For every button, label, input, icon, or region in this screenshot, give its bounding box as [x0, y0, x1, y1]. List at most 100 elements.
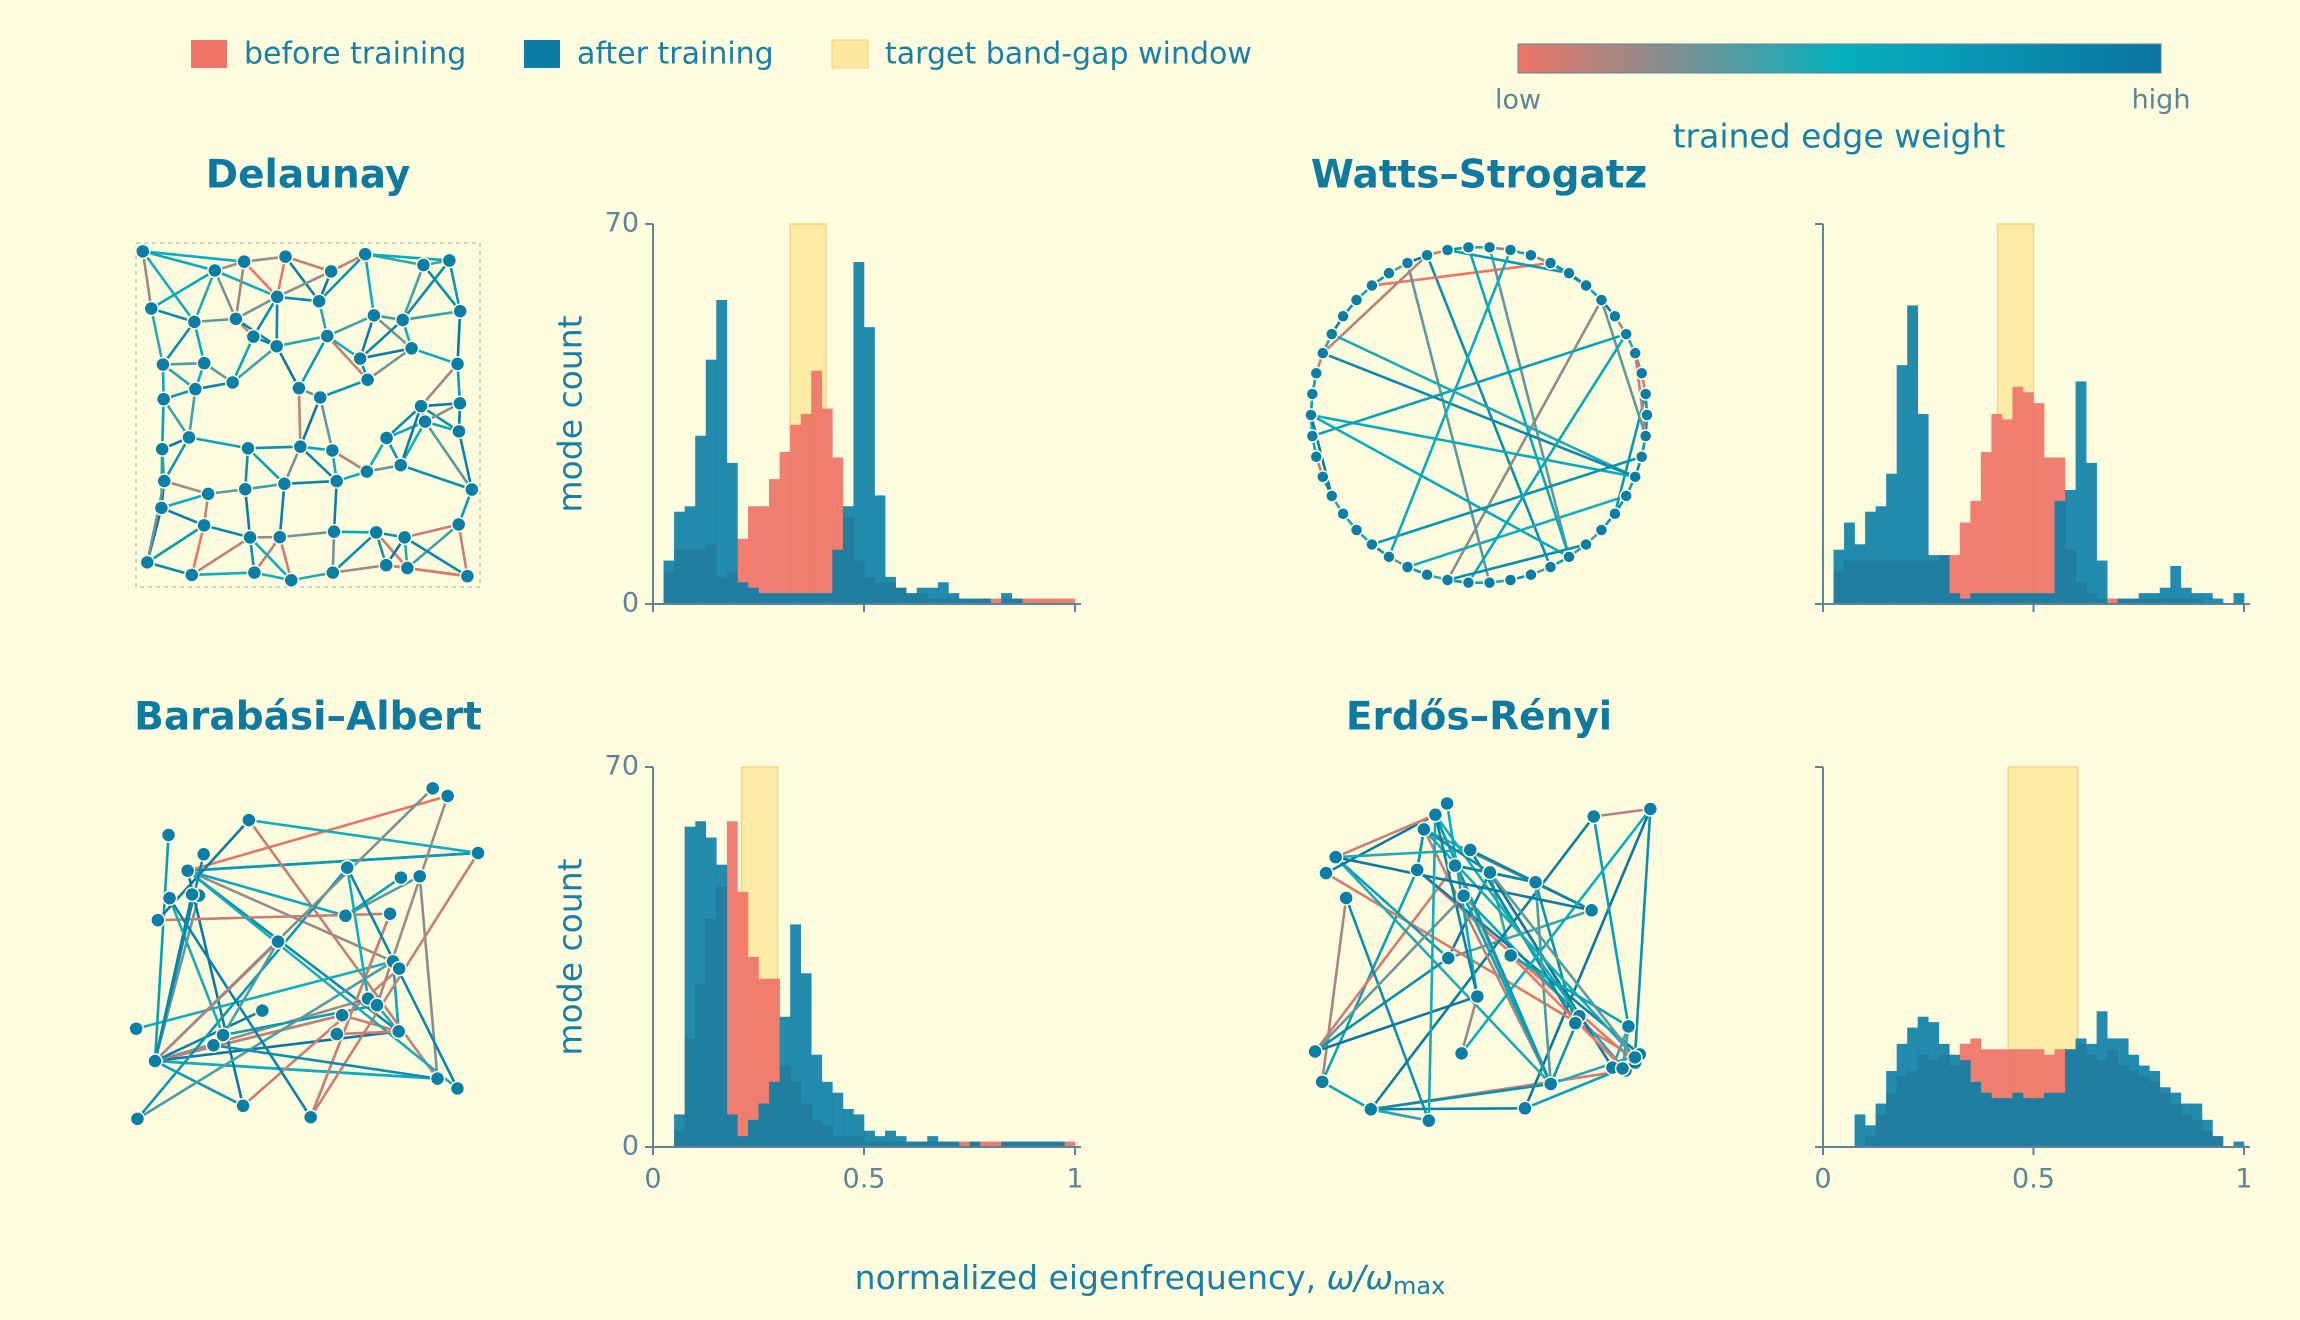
histogram-bar — [1032, 1141, 1044, 1147]
network-edge — [1509, 954, 1627, 1072]
network-edge — [284, 255, 321, 302]
histogram-bar — [895, 1136, 907, 1147]
histogram-bar — [2159, 587, 2171, 604]
network-edge — [326, 335, 369, 381]
network-node — [334, 1007, 350, 1024]
network-node — [324, 442, 341, 459]
histogram-bar — [885, 576, 896, 604]
network-node — [1628, 470, 1642, 484]
histogram-bar — [958, 1141, 970, 1147]
network-node — [1325, 489, 1339, 503]
histogram-bar — [2012, 386, 2024, 604]
network-node — [205, 1037, 222, 1054]
network-node — [196, 517, 212, 534]
network-node — [1634, 450, 1649, 464]
network-edge — [275, 345, 301, 389]
network-node — [368, 524, 384, 541]
network-edge — [331, 531, 378, 574]
network-node — [147, 1053, 163, 1069]
network-edge — [234, 261, 246, 320]
network-node — [1502, 947, 1519, 964]
network-edge — [243, 489, 252, 538]
histogram-bar — [2022, 392, 2034, 604]
network-node — [150, 912, 166, 928]
histogram-bar — [779, 452, 791, 604]
histogram-bar — [2159, 1087, 2171, 1147]
network-node — [268, 338, 285, 354]
network-node — [1336, 506, 1350, 521]
histogram-bar — [1970, 593, 1982, 604]
network-edge — [457, 431, 474, 490]
network-node — [155, 356, 171, 373]
histogram-bar — [937, 582, 949, 604]
network-node — [1527, 874, 1544, 891]
network-node — [1440, 950, 1457, 966]
network-node — [1314, 1074, 1330, 1090]
histogram-bar — [2201, 1119, 2213, 1147]
histogram-bar — [737, 582, 749, 604]
network-edge — [402, 309, 461, 322]
histogram-bar — [916, 587, 928, 604]
histogram-bar — [1875, 1103, 1887, 1147]
network-node — [382, 906, 398, 922]
network-edge — [326, 314, 375, 338]
network-edge — [332, 563, 387, 574]
histogram-bar — [2033, 593, 2045, 604]
network-node — [187, 381, 204, 397]
network-edge — [404, 523, 460, 539]
network-edge — [186, 869, 459, 1090]
network — [1307, 795, 1659, 1129]
network-edge — [154, 1059, 244, 1107]
network-node — [1579, 278, 1593, 293]
x-label-text: normalized eigenfrequency, — [855, 1258, 1327, 1297]
network-node — [179, 862, 196, 879]
network-node — [450, 516, 467, 533]
colorbar-high: high — [2132, 85, 2191, 116]
histogram-bar — [2022, 1098, 2034, 1147]
colorbar — [1517, 43, 2162, 74]
network-edge — [1488, 247, 1571, 558]
histogram-bar — [747, 957, 759, 1147]
histogram-bar — [2233, 1141, 2245, 1147]
histogram-bar — [779, 1016, 791, 1147]
network-edge — [163, 436, 191, 482]
histogram-bar — [2086, 462, 2097, 604]
histogram-bar — [2044, 593, 2055, 604]
histogram-bar — [1959, 1060, 1971, 1147]
histogram-bar — [2033, 403, 2045, 604]
network-node — [1325, 327, 1339, 341]
histogram-bar — [737, 1136, 749, 1147]
network-edge — [276, 270, 332, 298]
network-edge — [187, 794, 449, 872]
network-edge — [1633, 808, 1652, 1058]
histogram-bar — [2180, 587, 2192, 604]
network-edge — [406, 523, 460, 570]
histogram-bar — [832, 457, 844, 604]
network-edge — [344, 875, 421, 917]
network-node — [352, 350, 368, 367]
network-node — [1400, 256, 1415, 270]
network-edge — [418, 876, 439, 1079]
network-edge — [1387, 249, 1512, 558]
histogram-bar — [2044, 1092, 2055, 1147]
network-node — [1382, 550, 1396, 564]
network-edge — [154, 1013, 343, 1063]
x-axis-label: normalized eigenfrequency, ω/ωmax — [855, 1258, 1446, 1301]
network-node — [1543, 256, 1558, 270]
histogram-bar — [1064, 598, 1076, 604]
network-node — [1336, 309, 1350, 324]
histogram-bar — [842, 506, 854, 604]
network-edge — [150, 269, 216, 310]
network-edge — [1344, 897, 1431, 1122]
histogram-bar — [2012, 593, 2024, 604]
histogram-bar — [1022, 1141, 1034, 1147]
network-node — [1318, 865, 1334, 881]
network-node — [242, 529, 258, 546]
histogram-bar — [895, 587, 907, 604]
network-node — [413, 398, 429, 414]
network-node — [254, 1002, 271, 1019]
network-edge — [375, 531, 409, 569]
network-node — [1640, 408, 1654, 422]
histogram-bar — [2065, 1049, 2076, 1147]
